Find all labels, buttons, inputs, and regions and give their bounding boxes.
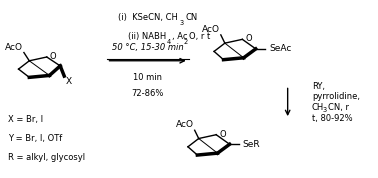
Text: AcO: AcO [202,25,220,34]
Text: t, 80-92%: t, 80-92% [312,114,353,123]
Text: 2: 2 [183,39,188,45]
Text: (ii) NABH: (ii) NABH [129,32,167,41]
Text: SeAc: SeAc [269,44,291,53]
Text: SeR: SeR [243,140,260,149]
Text: pyrrolidine,: pyrrolidine, [312,92,360,101]
Text: RY,: RY, [312,82,325,91]
Text: CN: CN [185,13,198,22]
Text: 4: 4 [167,39,171,45]
Text: 10 min: 10 min [133,73,162,82]
Text: Y = Br, I, OTf: Y = Br, I, OTf [8,134,62,143]
Text: O: O [245,34,252,43]
Text: AcO: AcO [175,120,194,129]
Text: O, r t: O, r t [189,32,210,41]
Text: 50 °C, 15-30 min: 50 °C, 15-30 min [112,43,183,52]
Text: 3: 3 [179,20,183,26]
Text: (i)  KSeCN, CH: (i) KSeCN, CH [118,13,178,22]
Text: 72-86%: 72-86% [132,89,164,98]
Text: X: X [66,77,72,86]
Text: CN, r: CN, r [328,103,349,112]
Text: 3: 3 [322,107,327,113]
Text: , Ac: , Ac [172,32,188,41]
Text: O: O [219,130,226,139]
Text: R = alkyl, glycosyl: R = alkyl, glycosyl [8,153,85,162]
Text: AcO: AcO [5,43,23,52]
Text: O: O [50,52,56,61]
Text: CH: CH [312,103,324,112]
Text: X = Br, I: X = Br, I [8,114,43,124]
